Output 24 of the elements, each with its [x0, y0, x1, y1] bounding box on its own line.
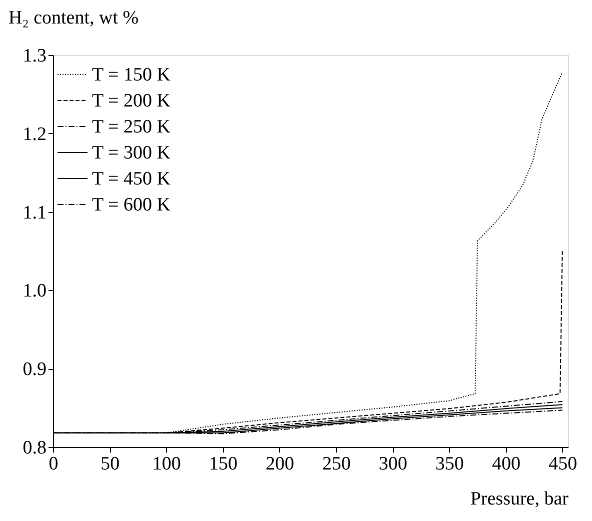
- y-axis-title: H₂ content, wt %: [8, 8, 139, 28]
- legend-label: T = 300 K: [92, 142, 171, 164]
- x-tick-label: 350: [435, 454, 464, 474]
- y-tick-label: 1.0: [22, 280, 46, 302]
- y-tick-label: 1.3: [22, 46, 46, 66]
- y-tick-label: 0.8: [22, 438, 46, 458]
- y-tick-label: 0.9: [22, 359, 46, 380]
- x-tick-label: 0: [48, 454, 58, 474]
- legend-label: T = 250 K: [92, 116, 171, 138]
- y-tick-label: 1.1: [22, 202, 46, 224]
- x-tick-label: 300: [378, 454, 408, 474]
- x-axis-title: Pressure, bar: [470, 488, 570, 510]
- legend-label: T = 200 K: [92, 90, 171, 112]
- x-tick-label: 150: [209, 454, 238, 474]
- y-tick-label: 1.2: [22, 124, 46, 145]
- x-tick-label: 450: [548, 454, 578, 474]
- legend-label: T = 150 K: [92, 64, 171, 86]
- x-tick-label: 250: [322, 454, 351, 474]
- x-tick-label: 50: [100, 454, 120, 474]
- legend-label: T = 600 K: [92, 194, 171, 216]
- x-tick-label: 400: [492, 454, 520, 474]
- legend-label: T = 450 K: [92, 168, 171, 190]
- x-tick-label: 200: [266, 454, 294, 474]
- x-tick-label: 100: [152, 454, 181, 474]
